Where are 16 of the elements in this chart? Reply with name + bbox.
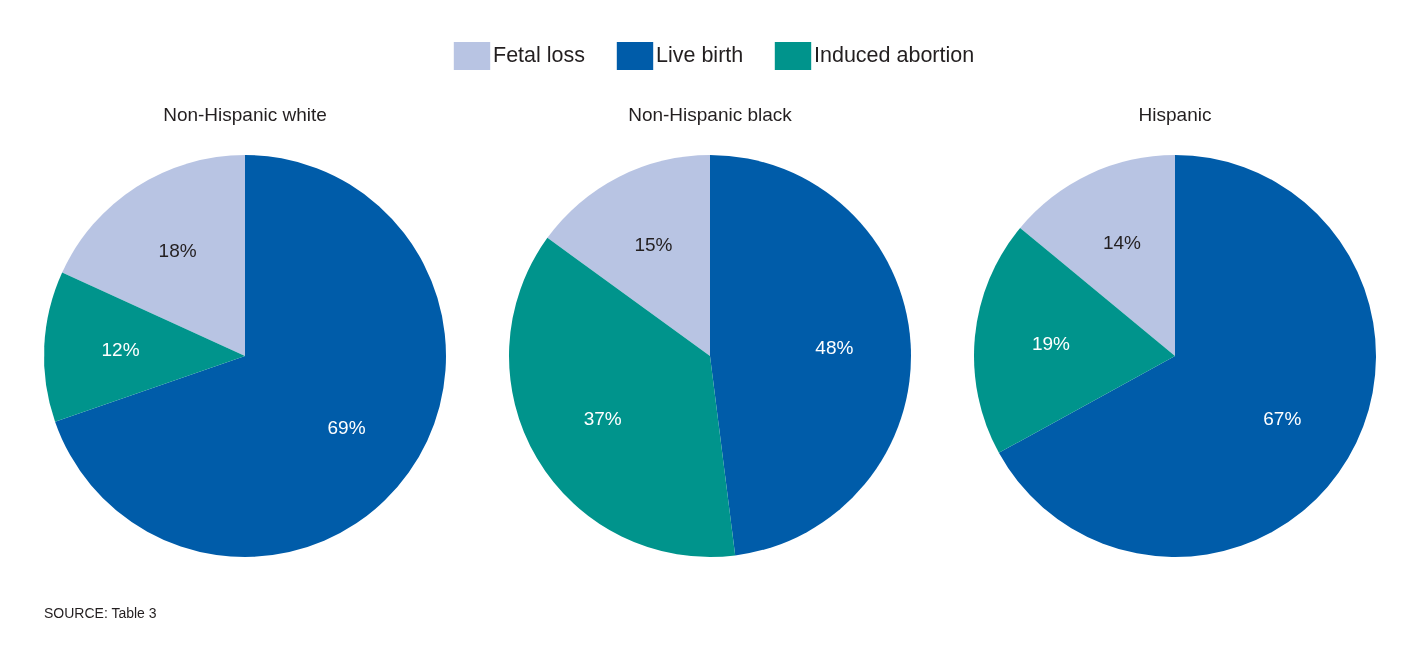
legend-label: Fetal loss <box>493 43 586 67</box>
data-label: 37% <box>583 408 622 430</box>
slice-label: Hispanic <box>1138 104 1212 125</box>
data-label: 18% <box>158 240 197 262</box>
data-label: 48% <box>815 337 854 359</box>
legend-label: Induced abortion <box>814 43 975 67</box>
data-label: 14% <box>1102 232 1142 254</box>
data-label: 69% <box>327 417 366 439</box>
data-label: 67% <box>1263 408 1302 430</box>
data-label: 19% <box>1031 333 1071 355</box>
data-label: 12% <box>101 339 140 361</box>
source-note: SOURCE: Table 3 <box>44 605 157 621</box>
data-label: 15% <box>634 233 673 255</box>
slice-label: Non-Hispanic white <box>163 104 327 125</box>
legend-label: Live birth <box>656 43 744 67</box>
slice-label: Non-Hispanic black <box>628 104 793 125</box>
